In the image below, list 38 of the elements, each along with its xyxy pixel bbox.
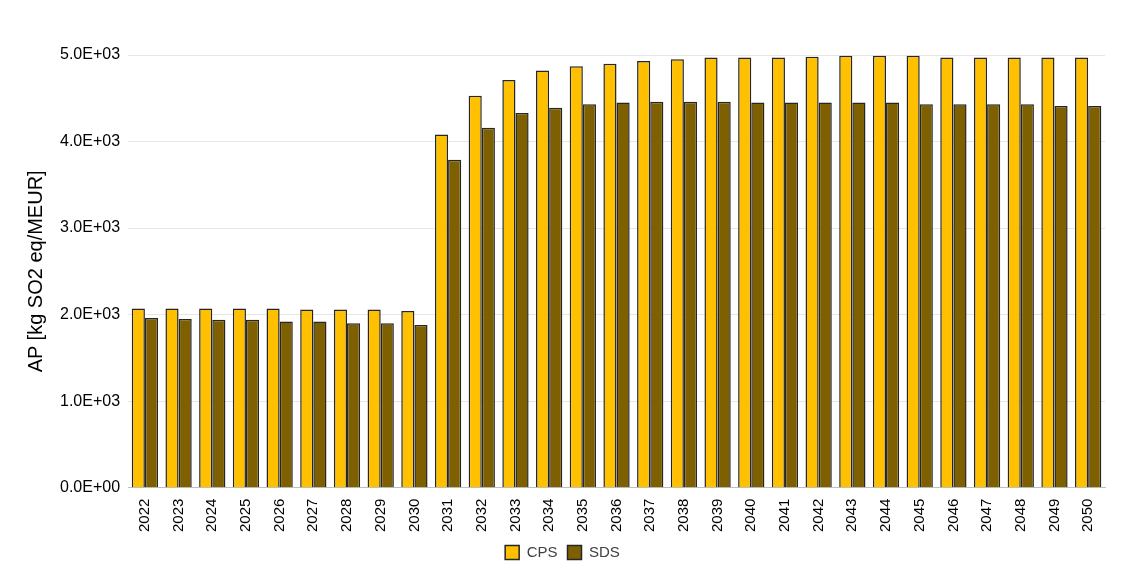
x-tick-label: 2031: [438, 498, 456, 533]
x-tick-label: 2029: [370, 498, 388, 533]
y-tick-label: 1.0E+03: [59, 391, 121, 409]
x-tick-label: 2036: [606, 498, 624, 533]
x-tick-label: 2035: [572, 498, 590, 533]
x-tick-label: 2027: [303, 498, 321, 533]
x-tick-label: 2022: [135, 498, 153, 533]
x-tick-label: 2034: [539, 498, 557, 533]
x-tick-label: 2037: [640, 498, 658, 533]
x-tick-label: 2030: [404, 498, 422, 533]
x-tick-label: 2024: [202, 498, 220, 533]
x-tick-label: 2026: [269, 498, 287, 533]
x-tick-label: 2049: [1044, 498, 1062, 533]
x-tick-label: 2033: [505, 498, 523, 533]
x-tick-label: 2045: [909, 498, 927, 533]
x-tick-label: 2032: [471, 498, 489, 533]
x-tick-label: 2041: [775, 498, 793, 533]
y-tick-label: 5.0E+03: [59, 45, 121, 63]
x-tick-label: 2028: [337, 498, 355, 533]
x-tick-label: 2050: [1078, 498, 1096, 533]
legend-label: SDS: [589, 542, 620, 560]
y-axis-title: AP [kg SO2 eq/MEUR]: [23, 170, 46, 373]
x-tick-label: 2042: [808, 498, 826, 533]
x-tick-label: 2040: [741, 498, 759, 533]
y-tick-label: 4.0E+03: [59, 131, 121, 149]
x-tick-label: 2043: [842, 498, 860, 533]
x-tick-label: 2044: [876, 498, 894, 533]
y-tick-label: 2.0E+03: [59, 304, 121, 322]
x-tick-label: 2023: [168, 498, 186, 533]
x-tick-label: 2025: [236, 498, 254, 533]
x-tick-label: 2039: [707, 498, 725, 533]
y-tick-label: 3.0E+03: [59, 218, 121, 236]
x-tick-label: 2048: [1010, 498, 1028, 533]
x-tick-label: 2047: [977, 498, 995, 533]
legend-label: CPS: [526, 542, 558, 560]
x-tick-label: 2046: [943, 498, 961, 533]
y-tick-label: 0.0E+00: [59, 478, 121, 496]
x-tick-label: 2038: [674, 498, 692, 533]
